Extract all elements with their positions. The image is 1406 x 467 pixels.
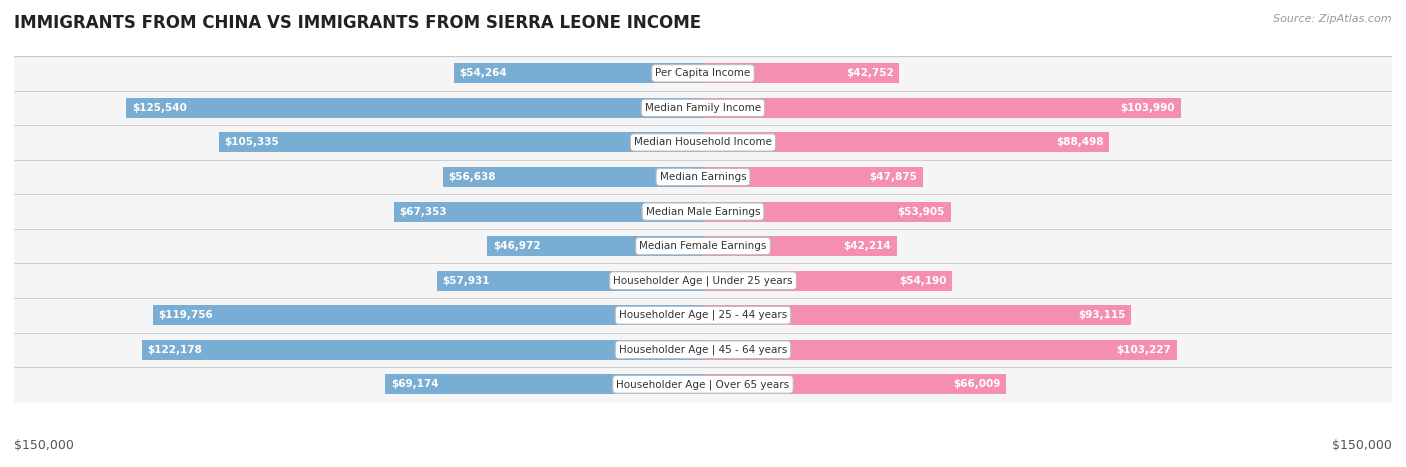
Text: Per Capita Income: Per Capita Income bbox=[655, 68, 751, 78]
Text: Source: ZipAtlas.com: Source: ZipAtlas.com bbox=[1274, 14, 1392, 24]
Bar bbox=[153, 305, 703, 325]
Text: $88,498: $88,498 bbox=[1056, 137, 1104, 148]
Bar bbox=[14, 333, 1392, 367]
Bar bbox=[703, 236, 897, 256]
Text: $103,990: $103,990 bbox=[1121, 103, 1175, 113]
Text: $47,875: $47,875 bbox=[869, 172, 917, 182]
Bar bbox=[142, 340, 703, 360]
Text: $54,264: $54,264 bbox=[460, 68, 508, 78]
Bar bbox=[219, 133, 703, 152]
Text: $105,335: $105,335 bbox=[225, 137, 280, 148]
Bar bbox=[454, 64, 703, 83]
Bar bbox=[14, 91, 1392, 125]
Text: $67,353: $67,353 bbox=[399, 206, 447, 217]
Text: Householder Age | 45 - 64 years: Householder Age | 45 - 64 years bbox=[619, 345, 787, 355]
Text: $54,190: $54,190 bbox=[898, 276, 946, 286]
Text: $53,905: $53,905 bbox=[897, 206, 945, 217]
Bar bbox=[385, 375, 703, 394]
Text: Median Male Earnings: Median Male Earnings bbox=[645, 206, 761, 217]
Bar bbox=[14, 160, 1392, 194]
Bar bbox=[703, 340, 1177, 360]
Bar bbox=[14, 367, 1392, 402]
Text: $56,638: $56,638 bbox=[449, 172, 496, 182]
Text: $125,540: $125,540 bbox=[132, 103, 187, 113]
Bar bbox=[703, 133, 1109, 152]
Bar bbox=[703, 271, 952, 290]
Text: Householder Age | Under 25 years: Householder Age | Under 25 years bbox=[613, 276, 793, 286]
Text: $93,115: $93,115 bbox=[1078, 310, 1125, 320]
Bar bbox=[703, 98, 1181, 118]
Text: $150,000: $150,000 bbox=[14, 439, 75, 452]
Text: $150,000: $150,000 bbox=[1331, 439, 1392, 452]
Text: $103,227: $103,227 bbox=[1116, 345, 1171, 355]
Text: $42,214: $42,214 bbox=[844, 241, 891, 251]
Bar bbox=[703, 167, 922, 187]
Text: Median Household Income: Median Household Income bbox=[634, 137, 772, 148]
Text: Householder Age | Over 65 years: Householder Age | Over 65 years bbox=[616, 379, 790, 389]
Text: $57,931: $57,931 bbox=[443, 276, 489, 286]
Bar bbox=[703, 305, 1130, 325]
Text: $46,972: $46,972 bbox=[492, 241, 540, 251]
Text: Median Family Income: Median Family Income bbox=[645, 103, 761, 113]
Bar bbox=[14, 56, 1392, 91]
Bar bbox=[488, 236, 703, 256]
Bar bbox=[127, 98, 703, 118]
Text: $66,009: $66,009 bbox=[953, 379, 1001, 389]
Text: $119,756: $119,756 bbox=[159, 310, 214, 320]
Text: Median Female Earnings: Median Female Earnings bbox=[640, 241, 766, 251]
Bar bbox=[703, 64, 900, 83]
Bar bbox=[703, 202, 950, 221]
Bar bbox=[14, 125, 1392, 160]
Text: $122,178: $122,178 bbox=[148, 345, 202, 355]
Text: $42,752: $42,752 bbox=[846, 68, 894, 78]
Text: IMMIGRANTS FROM CHINA VS IMMIGRANTS FROM SIERRA LEONE INCOME: IMMIGRANTS FROM CHINA VS IMMIGRANTS FROM… bbox=[14, 14, 702, 32]
Text: Median Earnings: Median Earnings bbox=[659, 172, 747, 182]
Bar bbox=[14, 194, 1392, 229]
Text: $69,174: $69,174 bbox=[391, 379, 439, 389]
Bar bbox=[14, 263, 1392, 298]
Text: Householder Age | 25 - 44 years: Householder Age | 25 - 44 years bbox=[619, 310, 787, 320]
Bar bbox=[437, 271, 703, 290]
Bar bbox=[703, 375, 1007, 394]
Bar bbox=[394, 202, 703, 221]
Bar bbox=[443, 167, 703, 187]
Bar bbox=[14, 229, 1392, 263]
Bar bbox=[14, 298, 1392, 333]
